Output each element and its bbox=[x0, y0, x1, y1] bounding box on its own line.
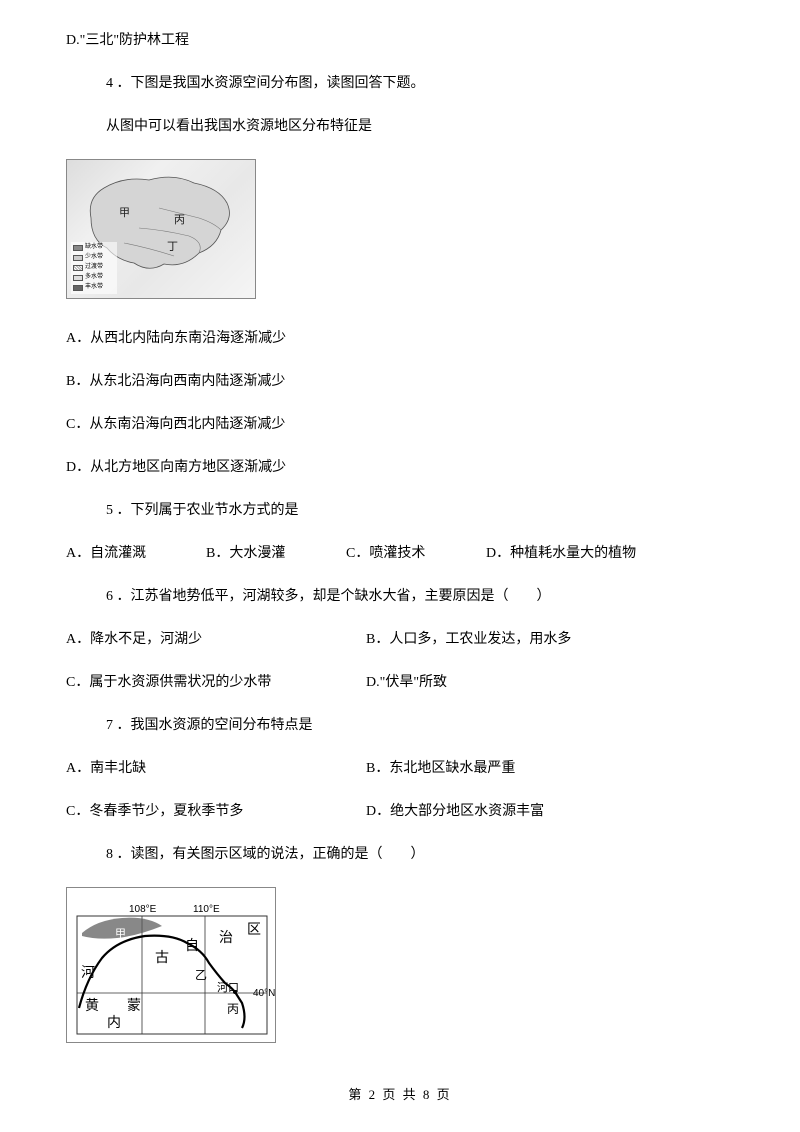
legend-item: 多水带 bbox=[85, 273, 103, 282]
map-legend: 缺水带 少水带 过渡带 多水带 丰水带 bbox=[71, 242, 117, 294]
q8-stem: 8 ．读图，有关图示区域的说法，正确的是（ ） bbox=[66, 844, 734, 865]
svg-text:丙: 丙 bbox=[174, 214, 185, 226]
q4-stem-2: 从图中可以看出我国水资源地区分布特征是 bbox=[66, 116, 734, 137]
q7-option-b: B．东北地区缺水最严重 bbox=[366, 758, 515, 779]
q6-option-a: A．降水不足，河湖少 bbox=[66, 629, 366, 650]
hekou-label: 河口 bbox=[217, 980, 239, 997]
q6-stem: 6 ．江苏省地势低平，河湖较多，却是个缺水大省，主要原因是（ ） bbox=[66, 586, 734, 607]
marker-bing: 丙 bbox=[227, 1000, 239, 1018]
q7-row-1: A．南丰北缺 B．东北地区缺水最严重 bbox=[66, 758, 734, 779]
svg-text:丁: 丁 bbox=[167, 241, 178, 253]
lon-label-1: 108°E bbox=[129, 902, 156, 917]
inner-mongolia-map-svg bbox=[67, 888, 277, 1044]
q7-row-2: C．冬春季节少，夏秋季节多 D．绝大部分地区水资源丰富 bbox=[66, 801, 734, 822]
q4-option-d: D．从北方地区向南方地区逐渐减少 bbox=[66, 457, 734, 478]
river-char: 黄 bbox=[85, 996, 99, 1017]
q8-map-image: 108°E 110°E 40°N 区 自 治 古 蒙 内 甲 乙 丙 河 黄 河… bbox=[66, 887, 276, 1043]
q5-option-d: D．种植耗水量大的植物 bbox=[486, 543, 636, 564]
q7-option-c: C．冬春季节少，夏秋季节多 bbox=[66, 801, 366, 822]
region-char: 治 bbox=[219, 928, 233, 949]
legend-item: 丰水带 bbox=[85, 283, 103, 292]
region-char: 蒙 bbox=[127, 996, 141, 1017]
q6-row-2: C．属于水资源供需状况的少水带 D."伏旱"所致 bbox=[66, 672, 734, 693]
region-char: 区 bbox=[247, 920, 261, 941]
q4-option-c: C．从东南沿海向西北内陆逐渐减少 bbox=[66, 414, 734, 435]
lat-label: 40°N bbox=[253, 986, 275, 1001]
region-char: 古 bbox=[155, 948, 169, 969]
marker-jia: 甲 bbox=[115, 926, 126, 943]
legend-item: 过渡带 bbox=[85, 263, 103, 272]
q6-option-b: B．人口多，工农业发达，用水多 bbox=[366, 629, 571, 650]
q4-stem-1: 4 ．下图是我国水资源空间分布图，读图回答下题。 bbox=[66, 73, 734, 94]
q6-option-d: D."伏旱"所致 bbox=[366, 672, 447, 693]
q5-stem: 5 ．下列属于农业节水方式的是 bbox=[66, 500, 734, 521]
q6-option-c: C．属于水资源供需状况的少水带 bbox=[66, 672, 366, 693]
q4-option-a: A．从西北内陆向东南沿海逐渐减少 bbox=[66, 328, 734, 349]
q7-option-d: D．绝大部分地区水资源丰富 bbox=[366, 801, 544, 822]
region-char: 自 bbox=[185, 936, 199, 957]
svg-text:甲: 甲 bbox=[119, 207, 130, 219]
region-char: 内 bbox=[107, 1013, 121, 1034]
q6-row-1: A．降水不足，河湖少 B．人口多，工农业发达，用水多 bbox=[66, 629, 734, 650]
q5-options: A．自流灌溉 B．大水漫灌 C．喷灌技术 D．种植耗水量大的植物 bbox=[66, 543, 734, 564]
prev-option-d: D."三北"防护林工程 bbox=[66, 30, 734, 51]
q4-map-image: 甲 丙 丁 缺水带 少水带 过渡带 多水带 丰水带 bbox=[66, 159, 256, 299]
q5-option-a: A．自流灌溉 bbox=[66, 543, 206, 564]
legend-item: 少水带 bbox=[85, 253, 103, 262]
q7-option-a: A．南丰北缺 bbox=[66, 758, 366, 779]
lon-label-2: 110°E bbox=[193, 902, 220, 917]
marker-yi: 乙 bbox=[195, 966, 207, 984]
legend-item: 缺水带 bbox=[85, 243, 103, 252]
q5-option-c: C．喷灌技术 bbox=[346, 543, 486, 564]
q5-option-b: B．大水漫灌 bbox=[206, 543, 346, 564]
q4-option-b: B．从东北沿海向西南内陆逐渐减少 bbox=[66, 371, 734, 392]
q7-stem: 7 ．我国水资源的空间分布特点是 bbox=[66, 715, 734, 736]
page-footer: 第 2 页 共 8 页 bbox=[0, 1085, 800, 1105]
river-char: 河 bbox=[81, 963, 95, 984]
